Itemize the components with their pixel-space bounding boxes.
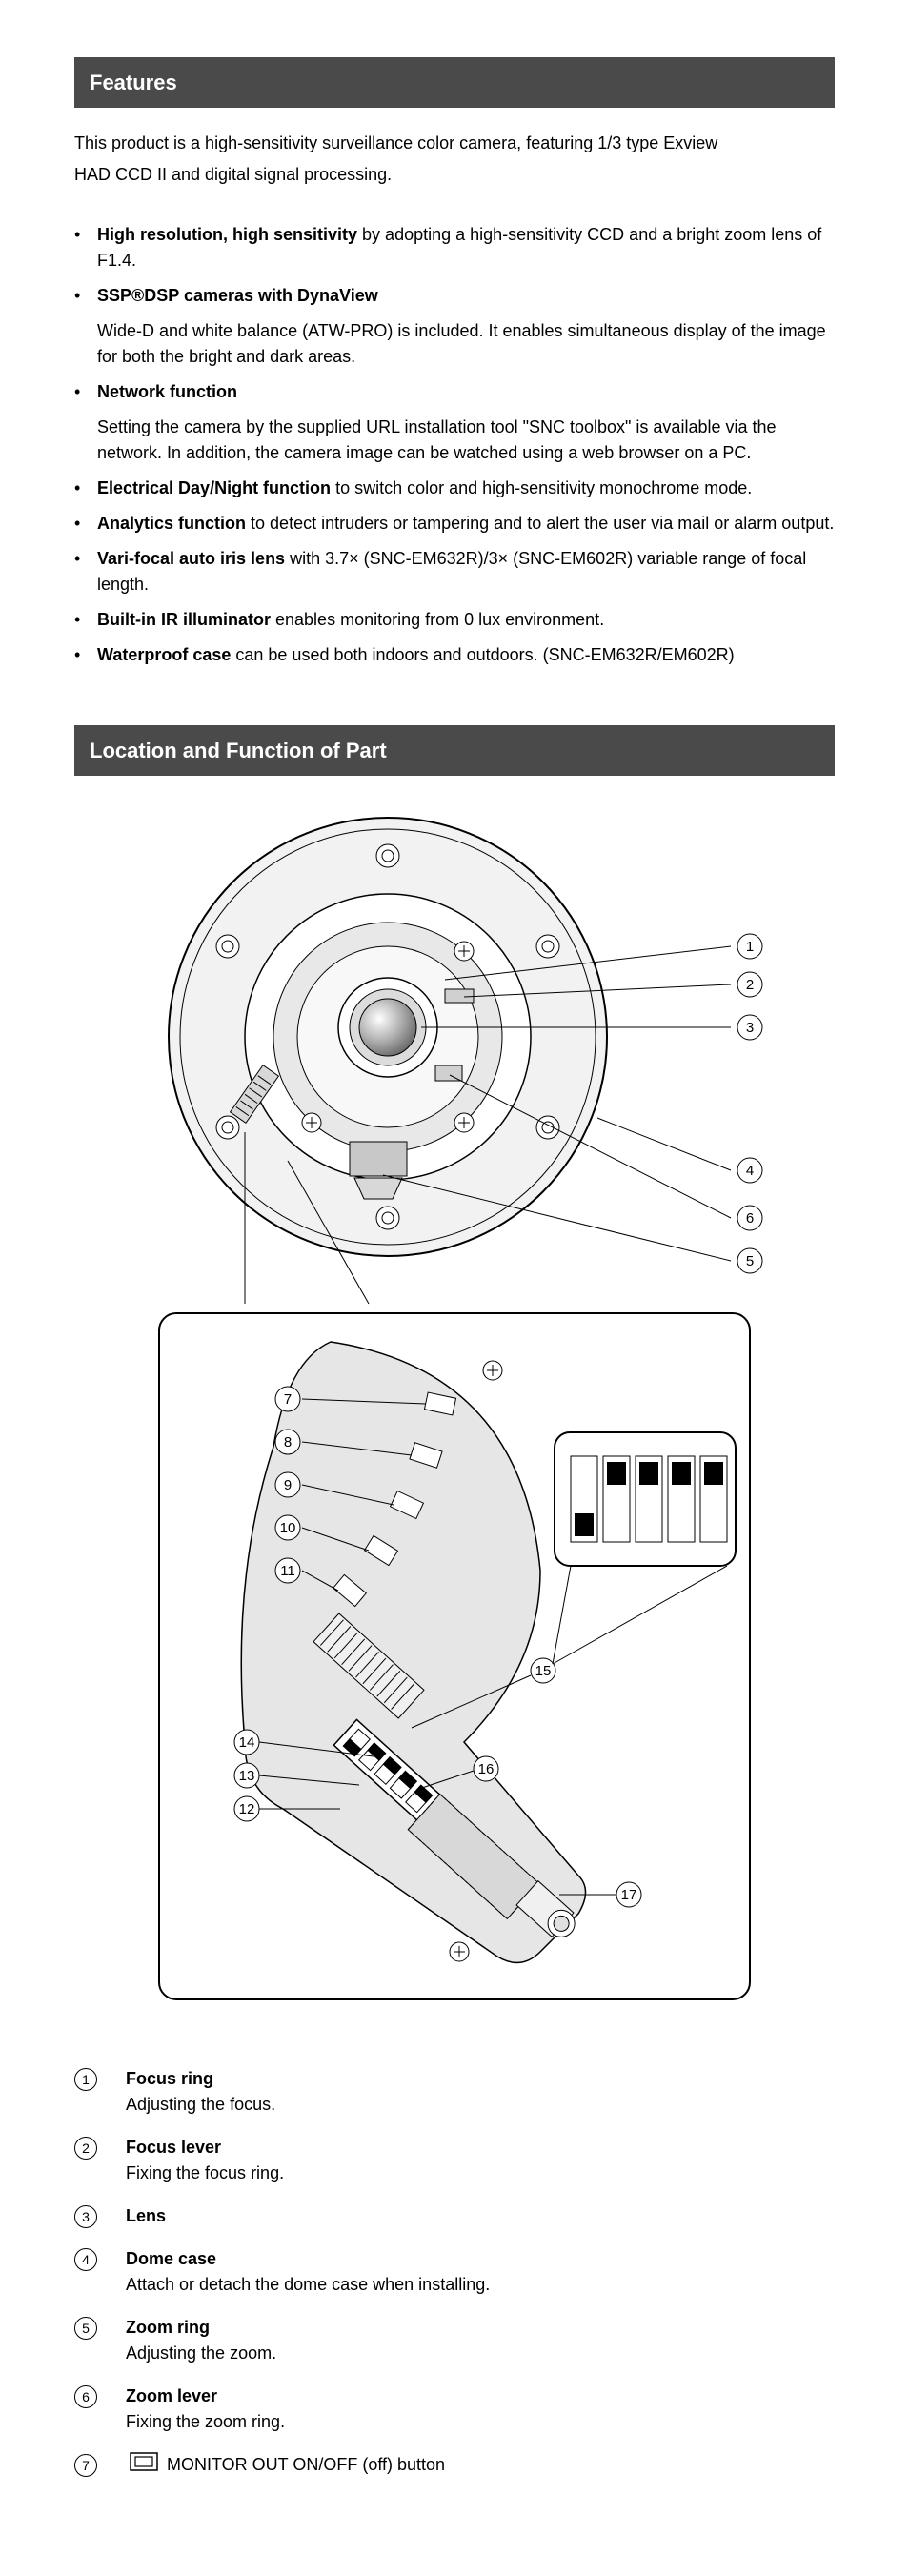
svg-text:7: 7 <box>284 1391 292 1408</box>
feature-term: SSP®DSP cameras with DynaView <box>97 283 378 309</box>
bullet: • <box>74 511 97 537</box>
part-desc: Attach or detach the dome case when inst… <box>126 2272 835 2298</box>
feature-desc: can be used both indoors and outdoors. (… <box>235 645 734 664</box>
feature-term: Network function <box>97 379 237 405</box>
part-num-2: 2 <box>74 2137 97 2160</box>
dome-top-view: 1 2 3 4 6 5 <box>169 818 762 1304</box>
part-num-4: 4 <box>74 2248 97 2271</box>
part-desc: MONITOR OUT ON/OFF (off) button <box>167 2455 445 2474</box>
part-label: Zoom lever <box>126 2386 217 2405</box>
svg-text:2: 2 <box>746 977 754 993</box>
feature-term: Analytics function <box>97 514 246 533</box>
part-label: Focus ring <box>126 2069 213 2088</box>
part-label: Focus lever <box>126 2138 221 2157</box>
bullet: • <box>74 607 97 633</box>
bullet: • <box>74 379 97 405</box>
part-desc: Adjusting the focus. <box>126 2092 835 2118</box>
svg-text:13: 13 <box>239 1768 255 1784</box>
svg-text:4: 4 <box>746 1163 754 1179</box>
bullet: • <box>74 642 97 668</box>
part-num-6: 6 <box>74 2385 97 2408</box>
svg-text:8: 8 <box>284 1434 292 1450</box>
svg-text:6: 6 <box>746 1210 754 1227</box>
svg-text:9: 9 <box>284 1477 292 1493</box>
part-num-5: 5 <box>74 2317 97 2340</box>
bullet: • <box>74 222 97 274</box>
part-label: Dome case <box>126 2249 216 2268</box>
bullet: • <box>74 476 97 501</box>
feature-desc: Setting the camera by the supplied URL i… <box>74 415 835 466</box>
section-header-features: Features <box>74 57 835 108</box>
svg-text:3: 3 <box>746 1020 754 1036</box>
feature-desc: enables monitoring from 0 lux environmen… <box>275 610 604 629</box>
svg-text:12: 12 <box>239 1801 255 1817</box>
part-desc: Fixing the focus ring. <box>126 2160 835 2186</box>
pcb-breakout: 7 8 9 10 11 <box>159 1313 750 1999</box>
part-label: Zoom ring <box>126 2318 210 2337</box>
part-desc: Adjusting the zoom. <box>126 2341 835 2366</box>
feature-term: Electrical Day/Night function <box>97 478 331 497</box>
feature-desc: to detect intruders or tampering and to … <box>251 514 834 533</box>
parts-list: 1 Focus ring Adjusting the focus. 2 Focu… <box>74 2066 835 2479</box>
feature-desc: Wide-D and white balance (ATW-PRO) is in… <box>74 318 835 370</box>
svg-text:14: 14 <box>239 1734 255 1751</box>
feature-term: Vari-focal auto iris lens <box>97 549 285 568</box>
feature-desc: to switch color and high-sensitivity mon… <box>335 478 752 497</box>
feature-term: High resolution, high sensitivity <box>97 225 357 244</box>
svg-text:17: 17 <box>621 1887 637 1903</box>
part-label: Lens <box>126 2206 166 2225</box>
svg-text:15: 15 <box>535 1663 552 1679</box>
intro-line-0: This product is a high-sensitivity surve… <box>74 131 835 156</box>
part-desc: Fixing the zoom ring. <box>126 2409 835 2435</box>
part-num-7: 7 <box>74 2454 97 2477</box>
svg-text:10: 10 <box>280 1520 296 1536</box>
bullet: • <box>74 546 97 598</box>
monitor-out-icon <box>126 2452 162 2479</box>
part-num-3: 3 <box>74 2205 97 2228</box>
features-list: • High resolution, high sensitivity by a… <box>74 222 835 668</box>
svg-text:1: 1 <box>746 939 754 955</box>
svg-text:16: 16 <box>478 1761 495 1777</box>
intro-block: This product is a high-sensitivity surve… <box>74 131 835 188</box>
svg-text:11: 11 <box>280 1563 295 1579</box>
intro-line-1: HAD CCD II and digital signal processing… <box>74 162 835 188</box>
feature-term: Waterproof case <box>97 645 231 664</box>
feature-term: Built-in IR illuminator <box>97 610 271 629</box>
section-header-parts: Location and Function of Part <box>74 725 835 776</box>
svg-text:5: 5 <box>746 1253 754 1269</box>
camera-diagram: 1 2 3 4 6 5 <box>121 799 788 2038</box>
bullet: • <box>74 283 97 309</box>
part-num-1: 1 <box>74 2068 97 2091</box>
